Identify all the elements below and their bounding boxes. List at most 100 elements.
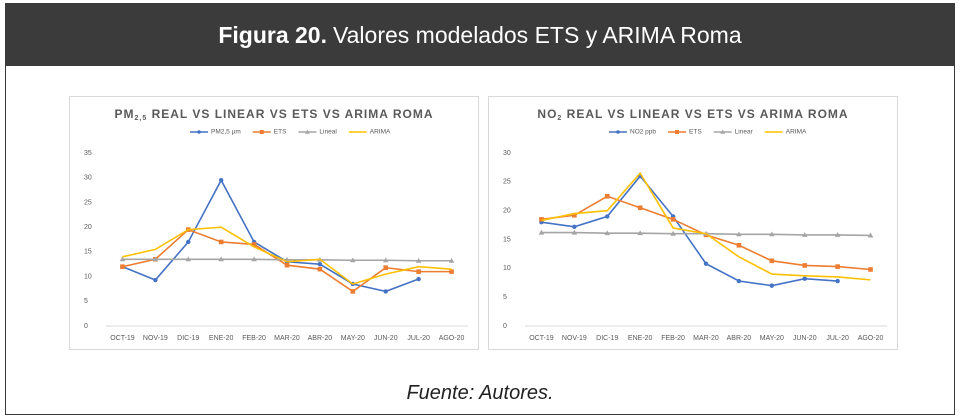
chart-title: NO2 REAL VS LINEAR VS ETS VS ARIMA ROMA	[537, 107, 848, 122]
x-tick-label: ENE-20	[628, 335, 653, 342]
figure-header: Figura 20. Valores modelados ETS y ARIMA …	[6, 4, 954, 66]
legend-marker	[305, 129, 310, 134]
x-tick-label: DIC-19	[596, 335, 618, 342]
x-tick-label: NOV-19	[562, 335, 587, 342]
series	[119, 256, 455, 263]
point	[769, 283, 775, 288]
series	[541, 171, 871, 281]
point	[383, 289, 388, 294]
legend-label: ETS	[689, 129, 702, 136]
point	[703, 261, 709, 266]
point	[317, 266, 323, 272]
point	[383, 265, 389, 270]
y-tick-label: 15	[84, 249, 92, 256]
legend-label: ARIMA	[786, 129, 807, 136]
chart: PM2,5 REAL VS LINEAR VS ETS VS ARIMA ROM…	[69, 96, 479, 350]
point	[736, 242, 742, 248]
x-tick-label: ABR-20	[727, 335, 752, 342]
point	[382, 257, 389, 263]
point	[637, 205, 643, 211]
title-part: 2	[557, 115, 562, 122]
x-tick-label: ABR-20	[308, 335, 333, 342]
y-tick-label: 10	[503, 265, 511, 272]
x-tick-label: MAR-20	[693, 335, 719, 342]
point	[448, 257, 455, 263]
legend-marker	[616, 130, 620, 134]
point	[415, 257, 422, 263]
series	[539, 173, 840, 288]
legend-marker	[675, 130, 680, 134]
y-tick-label: 0	[84, 323, 88, 330]
point	[119, 256, 126, 262]
figure-label: Figura 20.	[218, 21, 327, 48]
legend-label: ETS	[274, 129, 287, 136]
point	[572, 224, 577, 230]
point	[416, 269, 421, 274]
legend-marker	[720, 129, 726, 134]
x-tick-label: AGO-20	[858, 335, 884, 342]
point	[218, 239, 224, 245]
figure-source: Fuente: Autores.	[406, 382, 554, 404]
point	[670, 217, 676, 222]
series	[120, 227, 454, 294]
y-tick-label: 20	[503, 208, 511, 215]
y-tick-label: 35	[84, 150, 92, 157]
x-tick-label: DIC-19	[177, 335, 199, 342]
point	[769, 231, 775, 237]
point	[152, 256, 159, 262]
point	[802, 263, 808, 268]
y-tick-label: 30	[503, 150, 511, 157]
point	[802, 276, 807, 281]
y-tick-label: 10	[84, 273, 92, 280]
series-line	[122, 226, 452, 285]
legend-marker	[197, 130, 201, 134]
y-tick-label: 25	[84, 199, 92, 206]
point	[835, 264, 840, 269]
legend-label: PM2,5 µm	[211, 129, 241, 136]
point	[218, 177, 224, 183]
point	[835, 278, 840, 284]
point	[769, 258, 775, 264]
legend-label: ARIMA	[370, 129, 391, 136]
series	[120, 177, 421, 294]
x-tick-label: JUL-20	[407, 335, 430, 342]
point	[538, 229, 545, 235]
point	[218, 256, 224, 262]
x-tick-label: FEB-20	[661, 335, 685, 342]
point	[834, 232, 841, 237]
point	[571, 229, 578, 235]
y-tick-label: 30	[84, 175, 92, 182]
series-line	[541, 174, 838, 287]
x-tick-label: FEB-20	[242, 335, 266, 342]
title-part: 2,5	[135, 115, 148, 122]
point	[350, 257, 356, 263]
series-line	[122, 178, 419, 293]
point	[539, 217, 544, 222]
point	[867, 232, 874, 238]
point	[637, 230, 643, 236]
y-tick-label: 20	[84, 224, 92, 231]
x-tick-label: ENE-20	[209, 335, 234, 342]
point	[736, 278, 742, 284]
x-tick-label: AGO-20	[439, 335, 465, 342]
figure: Figura 20. Valores modelados ETS y ARIMA …	[5, 3, 955, 415]
legend-label: Linear	[735, 129, 754, 136]
point	[604, 193, 610, 199]
x-tick-label: MAR-20	[274, 335, 300, 342]
title-part: NO	[537, 107, 557, 121]
point	[185, 256, 192, 262]
series	[122, 226, 452, 285]
y-tick-label: 5	[84, 298, 88, 305]
x-tick-label: OCT-19	[529, 335, 554, 342]
legend-label: Lineal	[319, 129, 337, 136]
legend-marker	[259, 130, 264, 134]
legend-label: NO2 ppb	[630, 129, 656, 136]
point	[736, 231, 742, 237]
point	[604, 230, 611, 236]
point	[251, 242, 257, 247]
point	[868, 267, 873, 272]
point	[350, 289, 356, 294]
point	[801, 232, 808, 237]
point	[572, 212, 577, 218]
point	[153, 277, 158, 283]
